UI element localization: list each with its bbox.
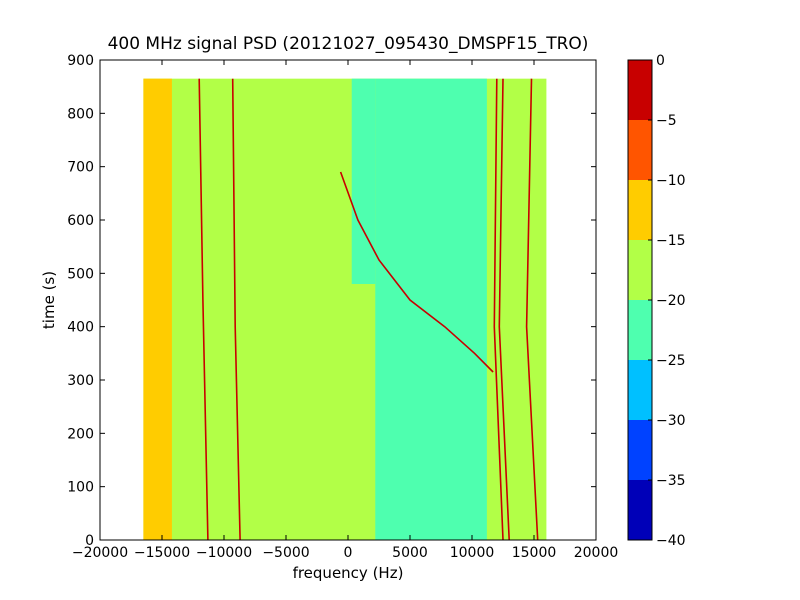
y-axis-label: time (s) [40, 271, 58, 329]
colorbar-tick-label: −30 [656, 413, 686, 429]
heatmap-region [375, 78, 487, 540]
y-tick-label: 500 [67, 266, 94, 282]
sweeping-tone-trace [339, 171, 494, 373]
y-tick-label: 900 [67, 53, 94, 69]
x-tick-label: −20000 [72, 545, 128, 561]
y-tick-label: 800 [67, 106, 94, 122]
colorbar-tick-label: −35 [656, 473, 686, 489]
colorbar-segment [628, 420, 652, 480]
colorbar-tick-label: −5 [656, 113, 677, 129]
y-tick-label: 200 [67, 426, 94, 442]
x-axis-label: frequency (Hz) [293, 564, 404, 582]
x-tick-label: 10000 [450, 545, 495, 561]
y-tick-label: 700 [67, 160, 94, 176]
colorbar-segment [628, 300, 652, 360]
colorbar-tick-label: −10 [656, 173, 686, 189]
colorbar-tick-label: −20 [656, 293, 686, 309]
carrier-line-trace [493, 78, 504, 540]
x-tick-label: −10000 [196, 545, 252, 561]
colorbar-tick-label: 0 [656, 53, 665, 69]
x-tick-label: −15000 [134, 545, 190, 561]
heatmap-region [351, 78, 376, 285]
x-tick-label: 15000 [512, 545, 557, 561]
colorbar-tick-label: −15 [656, 233, 686, 249]
x-tick-label: −5000 [262, 545, 309, 561]
y-tick-label: 600 [67, 213, 94, 229]
chart-title: 400 MHz signal PSD (20121027_095430_DMSP… [108, 34, 589, 54]
colorbar-segment [628, 480, 652, 540]
colorbar-segment [628, 240, 652, 300]
carrier-line-trace [198, 78, 209, 540]
colorbar-segment [628, 360, 652, 420]
carrier-line-trace [525, 78, 539, 540]
x-tick-label: 0 [344, 545, 353, 561]
carrier-line-trace [231, 78, 241, 540]
y-tick-label: 400 [67, 320, 94, 336]
colorbar-segment [628, 60, 652, 120]
heatmap-region [143, 78, 172, 540]
x-tick-label: 20000 [574, 545, 619, 561]
x-tick-label: 5000 [392, 545, 428, 561]
y-tick-label: 300 [67, 373, 94, 389]
colorbar-segment [628, 120, 652, 180]
y-tick-label: 100 [67, 480, 94, 496]
colorbar-tick-label: −25 [656, 353, 686, 369]
colorbar-tick-label: −40 [656, 533, 686, 549]
carrier-line-trace [498, 78, 510, 540]
colorbar-segment [628, 180, 652, 240]
colorbar: −40 −35 −30 −25 −20 −15 −10 −5 0 [627, 53, 686, 549]
y-tick-label: 0 [85, 533, 94, 549]
